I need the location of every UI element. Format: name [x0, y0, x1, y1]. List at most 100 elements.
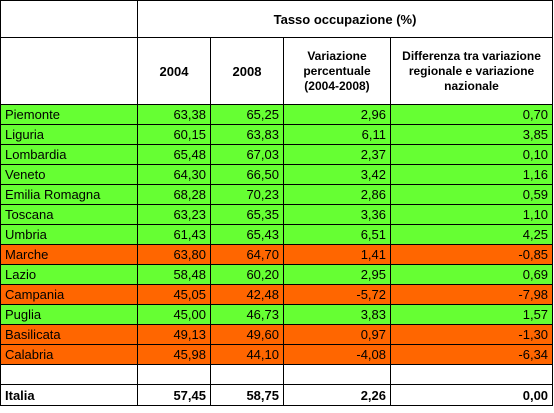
super-header-row: Tasso occupazione (%): [0, 0, 554, 38]
variation-cell: 2,95: [283, 264, 391, 285]
difference-cell: -0,85: [389, 244, 554, 265]
value-2008-cell: 65,35: [210, 204, 284, 225]
value-2004-cell: 64,30: [137, 164, 211, 185]
total-2004: 57,45: [137, 384, 211, 406]
table-row: Campania 45,05 42,48 -5,72 -7,98: [0, 284, 554, 305]
value-2004-cell: 49,13: [137, 324, 211, 345]
value-2004-cell: 45,00: [137, 304, 211, 325]
table-body: Piemonte 63,38 65,25 2,96 0,70 Liguria 60,15 63…: [0, 104, 554, 365]
variation-cell: 3,83: [283, 304, 391, 325]
table-row: Veneto 64,30 66,50 3,42 1,16: [0, 164, 554, 185]
region-cell: Umbria: [0, 224, 138, 245]
corner-cell: [0, 0, 138, 38]
variation-cell: -5,72: [283, 284, 391, 305]
value-2004-cell: 65,48: [137, 144, 211, 165]
difference-cell: 0,10: [389, 144, 554, 165]
variation-cell: -4,08: [283, 344, 391, 365]
value-2008-cell: 65,43: [210, 224, 284, 245]
region-cell: Calabria: [0, 344, 138, 365]
total-2008: 58,75: [210, 384, 284, 406]
region-cell: Piemonte: [0, 104, 138, 125]
total-region: Italia: [0, 384, 138, 406]
table-row: Marche 63,80 64,70 1,41 -0,85: [0, 244, 554, 265]
spacer-row: [0, 364, 554, 385]
column-header-row: 2004 2008 Variazione percentuale (2004-2…: [0, 37, 554, 105]
table-row: Lombardia 65,48 67,03 2,37 0,10: [0, 144, 554, 165]
region-cell: Lombardia: [0, 144, 138, 165]
value-2008-cell: 63,83: [210, 124, 284, 145]
table-row: Calabria 45,98 44,10 -4,08 -6,34: [0, 344, 554, 365]
difference-cell: 0,70: [389, 104, 554, 125]
value-2004-cell: 63,38: [137, 104, 211, 125]
column-header-2008: 2008: [210, 37, 284, 105]
difference-cell: 1,16: [389, 164, 554, 185]
value-2008-cell: 44,10: [210, 344, 284, 365]
total-row: Italia 57,45 58,75 2,26 0,00: [0, 384, 554, 406]
value-2008-cell: 66,50: [210, 164, 284, 185]
variation-cell: 2,86: [283, 184, 391, 205]
variation-cell: 6,51: [283, 224, 391, 245]
value-2008-cell: 42,48: [210, 284, 284, 305]
region-cell: Lazio: [0, 264, 138, 285]
variation-cell: 2,37: [283, 144, 391, 165]
value-2004-cell: 61,43: [137, 224, 211, 245]
spacer-cell: [283, 364, 391, 385]
region-cell: Emilia Romagna: [0, 184, 138, 205]
value-2008-cell: 65,25: [210, 104, 284, 125]
value-2008-cell: 49,60: [210, 324, 284, 345]
variation-cell: 6,11: [283, 124, 391, 145]
region-cell: Toscana: [0, 204, 138, 225]
difference-cell: 3,85: [389, 124, 554, 145]
table-row: Emilia Romagna 68,28 70,23 2,86 0,59: [0, 184, 554, 205]
value-2004-cell: 68,28: [137, 184, 211, 205]
variation-cell: 0,97: [283, 324, 391, 345]
table-row: Piemonte 63,38 65,25 2,96 0,70: [0, 104, 554, 125]
total-variation: 2,26: [283, 384, 391, 406]
difference-cell: -6,34: [389, 344, 554, 365]
difference-cell: 0,59: [389, 184, 554, 205]
table-row: Lazio 58,48 60,20 2,95 0,69: [0, 264, 554, 285]
variation-cell: 2,96: [283, 104, 391, 125]
column-header-2004: 2004: [137, 37, 211, 105]
value-2008-cell: 60,20: [210, 264, 284, 285]
value-2004-cell: 45,05: [137, 284, 211, 305]
spacer-cell: [210, 364, 284, 385]
table-row: Basilicata 49,13 49,60 0,97 -1,30: [0, 324, 554, 345]
value-2008-cell: 67,03: [210, 144, 284, 165]
region-header: [0, 37, 138, 105]
value-2008-cell: 64,70: [210, 244, 284, 265]
value-2004-cell: 63,80: [137, 244, 211, 265]
difference-cell: -1,30: [389, 324, 554, 345]
column-header-variation: Variazione percentuale (2004-2008): [283, 37, 391, 105]
difference-cell: -7,98: [389, 284, 554, 305]
value-2004-cell: 45,98: [137, 344, 211, 365]
difference-cell: 1,10: [389, 204, 554, 225]
region-cell: Veneto: [0, 164, 138, 185]
value-2008-cell: 46,73: [210, 304, 284, 325]
table-row: Puglia 45,00 46,73 3,83 1,57: [0, 304, 554, 325]
variation-cell: 3,42: [283, 164, 391, 185]
spacer-cell: [389, 364, 554, 385]
region-cell: Liguria: [0, 124, 138, 145]
difference-cell: 4,25: [389, 224, 554, 245]
value-2004-cell: 58,48: [137, 264, 211, 285]
value-2004-cell: 63,23: [137, 204, 211, 225]
region-cell: Marche: [0, 244, 138, 265]
region-cell: Campania: [0, 284, 138, 305]
variation-cell: 1,41: [283, 244, 391, 265]
total-difference: 0,00: [389, 384, 554, 406]
super-header: Tasso occupazione (%): [136, 0, 554, 38]
table-row: Toscana 63,23 65,35 3,36 1,10: [0, 204, 554, 225]
value-2004-cell: 60,15: [137, 124, 211, 145]
variation-cell: 3,36: [283, 204, 391, 225]
difference-cell: 1,57: [389, 304, 554, 325]
value-2008-cell: 70,23: [210, 184, 284, 205]
table-row: Umbria 61,43 65,43 6,51 4,25: [0, 224, 554, 245]
table-row: Liguria 60,15 63,83 6,11 3,85: [0, 124, 554, 145]
region-cell: Puglia: [0, 304, 138, 325]
difference-cell: 0,69: [389, 264, 554, 285]
column-header-difference: Differenza tra variazione regionale e va…: [389, 37, 554, 105]
region-cell: Basilicata: [0, 324, 138, 345]
spacer-cell: [137, 364, 211, 385]
